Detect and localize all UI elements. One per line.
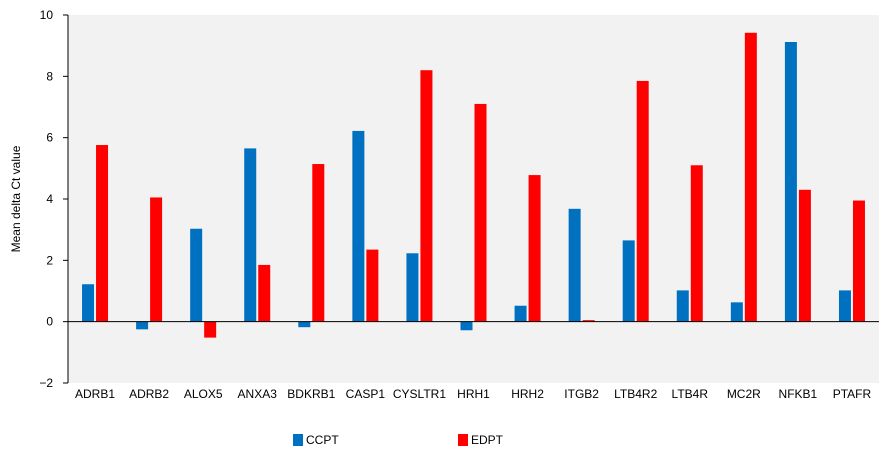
x-tick-label: ANXA3 bbox=[238, 387, 278, 401]
bar-edpt-cysltr1 bbox=[420, 70, 433, 322]
y-tick-label: 0 bbox=[46, 315, 53, 329]
y-tick-label: 10 bbox=[40, 8, 54, 22]
x-tick-label: CYSLTR1 bbox=[393, 387, 446, 401]
bar-edpt-hrh1 bbox=[474, 103, 487, 322]
legend-swatch-ccpt bbox=[293, 434, 303, 446]
x-tick-label: MC2R bbox=[727, 387, 761, 401]
y-tick-label: 8 bbox=[46, 69, 53, 83]
legend-swatch-edpt bbox=[458, 434, 468, 446]
plot-background bbox=[68, 15, 879, 383]
legend-label-ccpt: CCPT bbox=[306, 433, 339, 447]
bars-group bbox=[82, 32, 865, 338]
bar-edpt-mc2r bbox=[744, 32, 757, 322]
bar-edpt-adrb1 bbox=[96, 145, 109, 322]
bar-ccpt-adrb1 bbox=[82, 284, 95, 322]
x-tick-label: CASP1 bbox=[346, 387, 386, 401]
bar-ccpt-itgb2 bbox=[568, 208, 581, 322]
bar-ccpt-adrb2 bbox=[136, 321, 149, 330]
x-tick-label: ALOX5 bbox=[184, 387, 223, 401]
bar-ccpt-hrh1 bbox=[460, 321, 473, 331]
x-tick-label: LTB4R2 bbox=[614, 387, 657, 401]
bar-ccpt-cysltr1 bbox=[406, 253, 419, 322]
bar-ccpt-ltb4r bbox=[676, 290, 689, 322]
bar-edpt-nfkb1 bbox=[798, 189, 811, 322]
y-tick-label: −2 bbox=[39, 376, 53, 390]
x-tick-label: NFKB1 bbox=[779, 387, 818, 401]
x-tick-label: BDKRB1 bbox=[287, 387, 335, 401]
x-tick-label: HRH2 bbox=[511, 387, 544, 401]
bar-edpt-anxa3 bbox=[258, 264, 271, 322]
bar-ccpt-ptafr bbox=[838, 290, 851, 322]
x-tick-label: ITGB2 bbox=[564, 387, 599, 401]
x-tick-label: ADRB2 bbox=[129, 387, 169, 401]
bar-edpt-itgb2 bbox=[582, 320, 595, 322]
bar-edpt-hrh2 bbox=[528, 175, 541, 322]
x-tick-label: HRH1 bbox=[457, 387, 490, 401]
y-tick-label: 4 bbox=[46, 192, 53, 206]
bar-ccpt-anxa3 bbox=[244, 148, 257, 322]
y-axis-title: Mean delta Ct value bbox=[9, 145, 23, 252]
bar-edpt-bdkrb1 bbox=[312, 164, 325, 322]
bar-edpt-alox5 bbox=[204, 321, 217, 338]
y-tick-label: 2 bbox=[46, 253, 53, 267]
bar-edpt-ltb4r2 bbox=[636, 80, 649, 322]
bar-ccpt-nfkb1 bbox=[784, 41, 797, 322]
legend-label-edpt: EDPT bbox=[471, 433, 504, 447]
bar-ccpt-mc2r bbox=[730, 302, 743, 322]
x-tick-labels-group: ADRB1 ADRB2 ALOX5 ANXA3 BDKRB1 CASP1 CYSLTR1 HR… bbox=[75, 387, 871, 401]
y-ticks-group: −2 0 2 4 6 8 10 bbox=[39, 8, 68, 390]
x-tick-label: ADRB1 bbox=[75, 387, 115, 401]
x-tick-label: LTB4R bbox=[672, 387, 709, 401]
bar-ccpt-casp1 bbox=[352, 130, 365, 322]
bar-ccpt-bdkrb1 bbox=[298, 321, 311, 328]
bar-edpt-adrb2 bbox=[150, 197, 163, 322]
bar-ccpt-ltb4r2 bbox=[622, 240, 635, 322]
x-tick-label: PTAFR bbox=[833, 387, 872, 401]
bar-ccpt-alox5 bbox=[190, 228, 203, 322]
legend: CCPT EDPT bbox=[293, 433, 504, 447]
y-tick-label: 6 bbox=[46, 131, 53, 145]
bar-ccpt-hrh2 bbox=[514, 305, 527, 322]
bar-edpt-ltb4r bbox=[690, 165, 703, 322]
bar-edpt-ptafr bbox=[852, 200, 865, 322]
bar-edpt-casp1 bbox=[366, 249, 379, 322]
